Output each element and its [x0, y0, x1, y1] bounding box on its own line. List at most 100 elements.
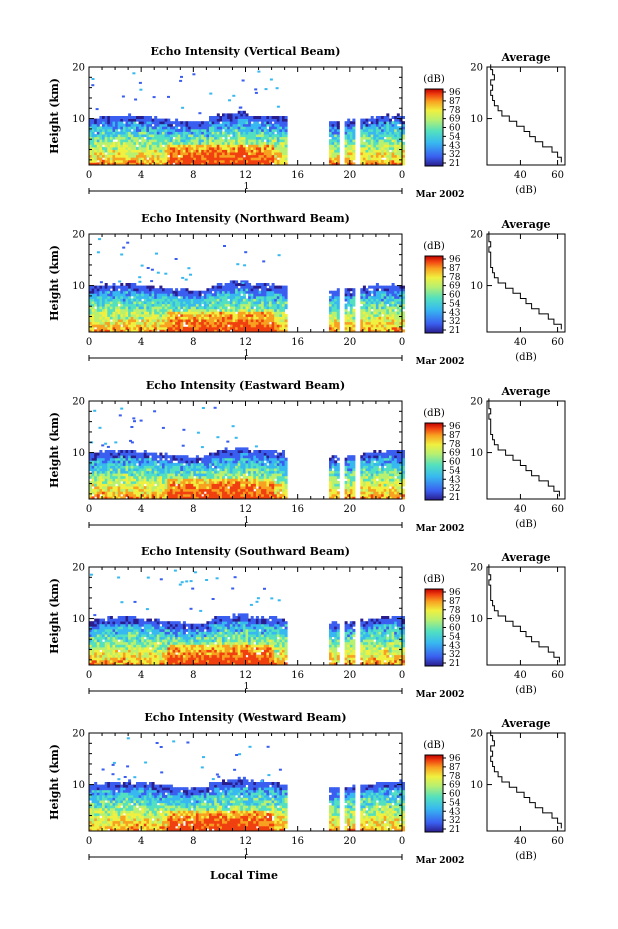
- heatmap-cell: [156, 271, 160, 274]
- heatmap-cell: [141, 478, 145, 482]
- heatmap-cell: [383, 152, 387, 156]
- heatmap-cell: [180, 288, 184, 292]
- heatmap-cell: [255, 128, 259, 132]
- heatmap-cell: [368, 319, 372, 323]
- heatmap-cell: [360, 157, 364, 161]
- heatmap-cell: [209, 293, 212, 297]
- heatmap-cell: [125, 121, 129, 125]
- heatmap-cell: [120, 134, 124, 138]
- heatmap-cell: [177, 483, 181, 487]
- heatmap-cell: [331, 298, 335, 302]
- heatmap-cell: [274, 136, 278, 140]
- heatmap-cell: [143, 480, 147, 484]
- heatmap-cell: [235, 159, 239, 163]
- heatmap-cell: [222, 118, 225, 122]
- heatmap-cell: [201, 159, 205, 163]
- heatmap-cell: [159, 460, 163, 464]
- heatmap-cell: [89, 285, 92, 289]
- heatmap-cell: [237, 303, 241, 307]
- heatmap-cell: [368, 154, 372, 158]
- heatmap-cell: [368, 149, 372, 153]
- profile-y-tick-label: 20: [470, 63, 483, 74]
- heatmap-cell: [143, 473, 147, 477]
- heatmap-cell: [347, 313, 351, 317]
- heatmap-cell: [109, 162, 113, 166]
- heatmap-cell: [180, 457, 184, 461]
- heatmap-cell: [167, 324, 171, 328]
- heatmap-cell: [177, 141, 181, 145]
- heatmap-cell: [276, 293, 280, 297]
- heatmap-cell: [263, 301, 267, 305]
- heatmap-cell: [164, 152, 168, 156]
- heatmap-cell: [274, 154, 278, 158]
- heatmap-cell: [402, 321, 405, 325]
- panel-title: Echo Intensity (Northward Beam): [141, 212, 350, 225]
- heatmap-cell: [235, 144, 239, 148]
- heatmap-cell: [237, 450, 241, 453]
- heatmap-cell: [211, 162, 215, 166]
- heatmap-cell: [375, 319, 379, 323]
- heatmap-cell: [96, 329, 100, 333]
- heatmap-cell: [133, 480, 137, 484]
- colorbar-tick-label: 96: [449, 88, 461, 98]
- heatmap-cell: [159, 293, 163, 297]
- heatmap-cell: [193, 488, 197, 492]
- heatmap-cell: [185, 321, 189, 325]
- heatmap-cell: [209, 162, 212, 166]
- heatmap-cell: [240, 157, 244, 161]
- heatmap-cell: [242, 134, 246, 138]
- heatmap-cell: [334, 157, 338, 161]
- heatmap-cell: [117, 486, 121, 490]
- heatmap-cell: [188, 316, 192, 320]
- heatmap-cell: [169, 308, 173, 312]
- heatmap-cell: [169, 157, 173, 161]
- heatmap-cell: [185, 146, 189, 150]
- heatmap-cell: [378, 321, 382, 325]
- heatmap-cell: [242, 308, 246, 312]
- heatmap-cell: [399, 293, 403, 297]
- heatmap-cell: [188, 465, 192, 469]
- heatmap-cell: [237, 301, 241, 305]
- heatmap-cell: [159, 311, 163, 315]
- heatmap-cell: [347, 157, 351, 161]
- heatmap-cell: [368, 123, 372, 127]
- heatmap-cell: [122, 144, 126, 148]
- heatmap-cell: [263, 324, 267, 328]
- heatmap-cell: [368, 311, 372, 315]
- heatmap-cell: [154, 452, 158, 456]
- heatmap-cell: [229, 283, 233, 286]
- heatmap-cell: [284, 126, 288, 130]
- heatmap-cell: [229, 468, 233, 472]
- heatmap-cell: [250, 496, 254, 500]
- heatmap-cell: [368, 159, 372, 163]
- heatmap-cell: [190, 478, 194, 482]
- heatmap-cell: [352, 326, 356, 330]
- heatmap-cell: [185, 131, 189, 135]
- heatmap-cell: [125, 455, 129, 459]
- heatmap-cell: [180, 462, 184, 466]
- heatmap-cell: [224, 486, 228, 490]
- heatmap-cell: [104, 288, 108, 292]
- heatmap-cell: [99, 450, 103, 453]
- heatmap-cell: [381, 290, 385, 294]
- heatmap-cell: [133, 450, 137, 453]
- heatmap-cell: [381, 154, 385, 158]
- heatmap-cell: [368, 301, 372, 305]
- heatmap-cell: [276, 126, 280, 130]
- profile-y-tick-label: 10: [470, 281, 483, 292]
- heatmap-cell: [133, 465, 137, 469]
- profile-line: [490, 64, 562, 163]
- heatmap-cell: [389, 154, 392, 158]
- heatmap-cell: [151, 128, 155, 132]
- heatmap-cell: [206, 319, 210, 323]
- heatmap-cell: [188, 321, 192, 325]
- heatmap-cell: [109, 326, 113, 330]
- heatmap-cell: [94, 293, 98, 297]
- heatmap-cell: [253, 128, 257, 132]
- heatmap-cell: [151, 157, 155, 161]
- heatmap-cell: [344, 319, 348, 323]
- heatmap-cell: [368, 303, 372, 307]
- heatmap-cell: [362, 326, 366, 330]
- heatmap-cell: [216, 288, 220, 292]
- heatmap-cell: [185, 496, 189, 500]
